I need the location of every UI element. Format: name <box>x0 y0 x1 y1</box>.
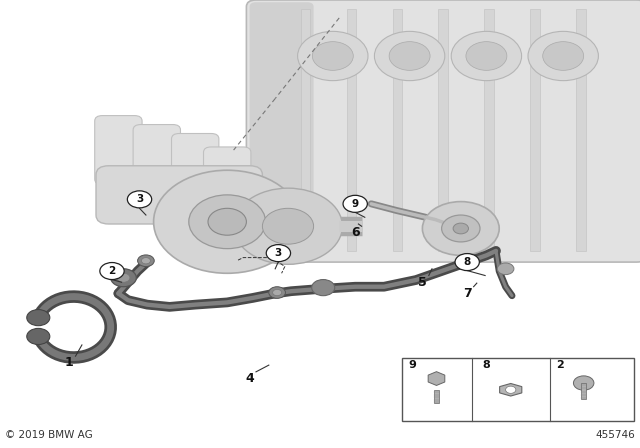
Text: 4: 4 <box>245 372 254 385</box>
Circle shape <box>455 254 479 271</box>
Bar <box>484 9 494 251</box>
Bar <box>576 9 586 251</box>
Circle shape <box>312 42 353 70</box>
FancyBboxPatch shape <box>250 2 314 260</box>
FancyBboxPatch shape <box>436 208 488 248</box>
Circle shape <box>127 191 152 208</box>
Text: 455746: 455746 <box>595 430 635 439</box>
Circle shape <box>466 42 507 70</box>
Circle shape <box>528 31 598 81</box>
Circle shape <box>189 195 266 249</box>
Circle shape <box>442 215 480 242</box>
Bar <box>392 9 402 251</box>
Text: 6: 6 <box>351 226 360 240</box>
Text: © 2019 BMW AG: © 2019 BMW AG <box>5 430 93 439</box>
Circle shape <box>312 280 335 296</box>
Circle shape <box>117 273 130 282</box>
Text: 1: 1 <box>65 356 74 370</box>
Polygon shape <box>428 372 445 385</box>
Circle shape <box>298 31 368 81</box>
Circle shape <box>262 208 314 244</box>
Bar <box>301 9 310 251</box>
Circle shape <box>154 170 301 273</box>
Polygon shape <box>500 383 522 396</box>
Text: 3: 3 <box>136 194 143 204</box>
Circle shape <box>343 195 367 212</box>
Circle shape <box>27 310 50 326</box>
Circle shape <box>27 328 50 345</box>
Circle shape <box>374 31 445 81</box>
Circle shape <box>573 376 594 390</box>
Bar <box>402 358 634 421</box>
Bar <box>530 9 540 251</box>
Circle shape <box>389 42 430 70</box>
FancyBboxPatch shape <box>246 0 640 262</box>
Circle shape <box>273 289 282 296</box>
Circle shape <box>111 269 136 287</box>
FancyBboxPatch shape <box>96 166 262 224</box>
Circle shape <box>141 258 150 264</box>
Circle shape <box>138 255 154 267</box>
Bar <box>434 390 439 403</box>
Circle shape <box>234 188 342 264</box>
Text: 5: 5 <box>418 276 427 289</box>
Text: 2: 2 <box>108 266 116 276</box>
Circle shape <box>451 31 522 81</box>
Text: 9: 9 <box>409 360 417 370</box>
FancyBboxPatch shape <box>172 134 219 202</box>
Text: 3: 3 <box>275 248 282 258</box>
Bar <box>581 383 586 399</box>
Bar <box>347 9 356 251</box>
Circle shape <box>543 42 584 70</box>
Circle shape <box>100 263 124 280</box>
Circle shape <box>266 245 291 262</box>
Circle shape <box>422 202 499 255</box>
Circle shape <box>506 386 516 393</box>
Text: 8: 8 <box>483 360 490 370</box>
Circle shape <box>208 208 246 235</box>
Text: 7: 7 <box>463 287 472 300</box>
Circle shape <box>497 263 514 275</box>
FancyBboxPatch shape <box>204 147 251 216</box>
FancyBboxPatch shape <box>95 116 142 185</box>
Text: 8: 8 <box>463 257 471 267</box>
Circle shape <box>453 223 468 234</box>
Text: 9: 9 <box>351 199 359 209</box>
Text: 2: 2 <box>556 360 564 370</box>
Bar <box>438 9 448 251</box>
Circle shape <box>269 287 285 298</box>
FancyBboxPatch shape <box>133 125 180 194</box>
